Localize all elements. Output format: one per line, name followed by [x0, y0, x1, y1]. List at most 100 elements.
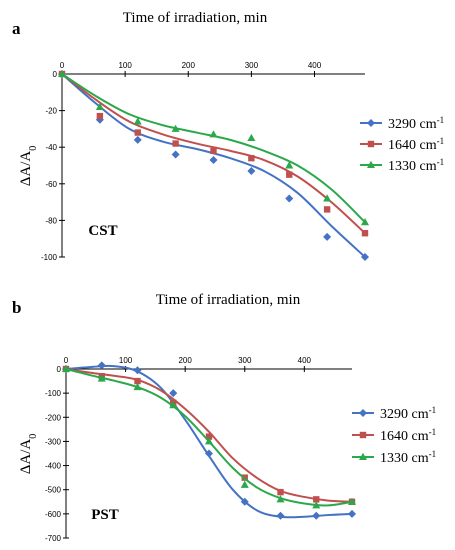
legend-marker: [359, 431, 367, 439]
data-point: [285, 194, 294, 203]
data-point: [312, 501, 321, 509]
y-tick-label: 0: [53, 70, 58, 79]
data-point: [205, 433, 213, 440]
x-tick-label: 200: [178, 356, 192, 365]
y-tick-label: -100: [41, 253, 58, 262]
legend-label: 3290 cm-1: [380, 405, 436, 422]
series-2: [62, 365, 356, 505]
data-point: [276, 511, 285, 520]
legend-item: 1330 cm-1: [360, 157, 444, 174]
y-tick-label: -700: [45, 534, 62, 543]
legend-label: 1330 cm-1: [388, 157, 444, 174]
y-tick-label: 0: [57, 365, 62, 374]
legend-marker: [367, 140, 375, 148]
data-point: [133, 117, 142, 125]
data-point: [205, 449, 213, 458]
legend-item: 1640 cm-1: [352, 427, 436, 444]
data-point: [133, 382, 142, 391]
x-tick-label: 300: [245, 61, 259, 70]
x-tick-label: 0: [60, 61, 65, 70]
legend-label: 1330 cm-1: [380, 449, 436, 466]
y-tick-label: -40: [45, 143, 57, 152]
data-point: [348, 509, 356, 518]
y-tick-label: -60: [45, 180, 57, 189]
data-point: [286, 171, 293, 178]
series-3: [58, 69, 369, 226]
data-point: [285, 161, 294, 169]
panel-letter: a: [12, 19, 21, 38]
x-axis-title: Time of irradiation, min: [156, 292, 301, 308]
legend-label: 1640 cm-1: [380, 427, 436, 444]
series-fit-line: [61, 73, 366, 234]
legend: 3290 cm-1 1640 cm-1 1330 cm-1: [352, 405, 436, 466]
data-point: [323, 232, 332, 241]
legend-label-superscript: -1: [429, 405, 437, 415]
y-tick-label: -300: [45, 437, 62, 446]
data-point: [169, 401, 178, 409]
data-point: [134, 377, 141, 385]
y-tick-label: -400: [45, 462, 62, 471]
legend-item: 3290 cm-1: [352, 405, 436, 422]
data-point: [323, 194, 332, 202]
data-point: [133, 135, 142, 144]
x-tick-label: 300: [238, 356, 252, 365]
data-point: [313, 496, 320, 503]
legend-label: 1640 cm-1: [388, 136, 444, 153]
data-point: [348, 497, 356, 505]
x-tick-label: 100: [118, 61, 132, 70]
legend-label-superscript: -1: [429, 427, 437, 437]
y-axis-title-subscript: 0: [28, 434, 39, 439]
x-tick-label: 400: [308, 61, 322, 70]
data-point: [95, 102, 104, 110]
legend-label: 3290 cm-1: [388, 115, 444, 132]
x-axis-title: Time of irradiation, min: [123, 10, 268, 26]
y-tick-label: -500: [45, 486, 62, 495]
legend-label-superscript: -1: [437, 157, 445, 167]
legend-item: 1330 cm-1: [352, 449, 436, 466]
data-point: [240, 497, 249, 506]
x-tick-label: 100: [119, 356, 133, 365]
y-axis-title: ΔA/A0: [18, 434, 39, 474]
y-tick-label: -20: [45, 107, 57, 116]
data-point: [58, 69, 66, 77]
data-point: [134, 129, 141, 136]
data-point: [210, 147, 217, 155]
data-point: [209, 156, 218, 165]
data-point: [97, 374, 106, 382]
y-tick-label: -200: [45, 413, 62, 422]
data-point: [97, 361, 106, 370]
data-point: [361, 230, 369, 237]
chart-annotation: PST: [91, 507, 119, 523]
legend: 3290 cm-1 1640 cm-1 1330 cm-1: [360, 115, 444, 174]
x-tick-label: 400: [298, 356, 312, 365]
y-axis-title: ΔA/A0: [18, 146, 39, 186]
data-point: [247, 166, 256, 175]
data-point: [247, 133, 256, 142]
x-tick-label: 0: [64, 356, 69, 365]
data-point: [248, 154, 255, 162]
data-point: [169, 389, 178, 398]
legend-marker: [367, 160, 375, 168]
data-point: [312, 511, 321, 520]
legend-label-superscript: -1: [429, 449, 437, 459]
data-point: [171, 124, 180, 132]
data-point: [133, 366, 142, 375]
data-point: [323, 206, 331, 213]
legend-label-superscript: -1: [437, 115, 445, 125]
legend-label-superscript: -1: [437, 136, 445, 146]
legend-marker: [367, 119, 375, 127]
series-fit-line: [65, 368, 353, 503]
data-point: [240, 480, 249, 488]
y-axis-title-subscript: 0: [28, 146, 39, 151]
y-tick-label: -600: [45, 510, 62, 519]
series-2: [58, 70, 369, 237]
data-point: [62, 364, 70, 372]
legend-marker: [359, 409, 367, 417]
data-point: [361, 218, 369, 226]
data-point: [209, 130, 218, 138]
panel-letter: b: [12, 298, 21, 317]
y-tick-label: -100: [45, 389, 62, 398]
